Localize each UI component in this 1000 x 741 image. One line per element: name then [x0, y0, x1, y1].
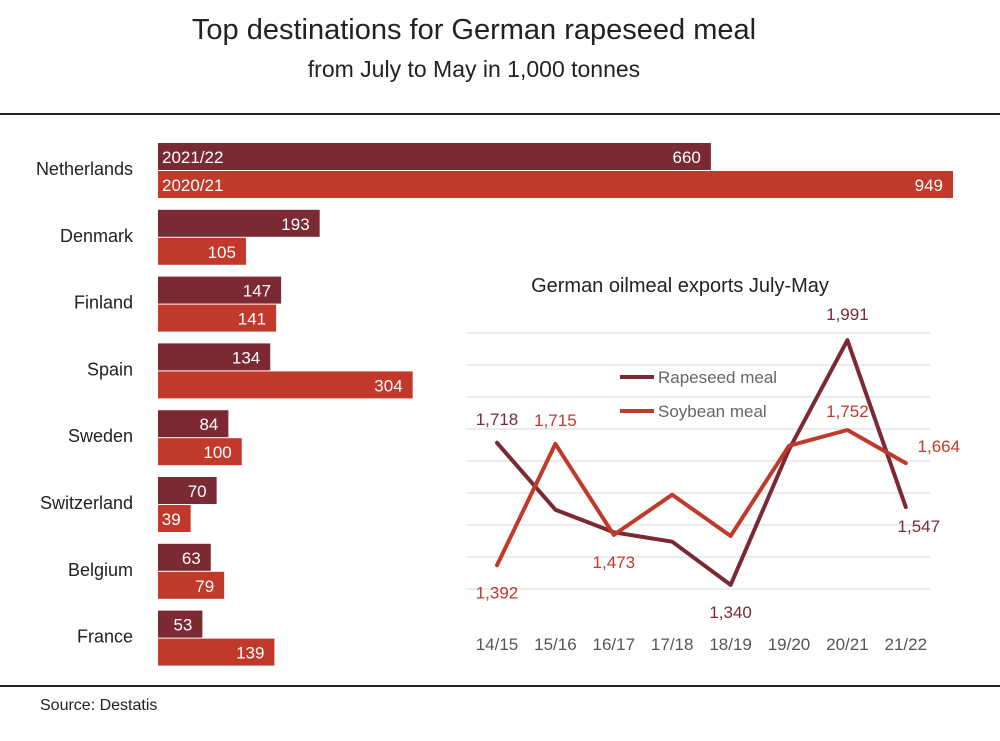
bar-value-label: 304	[374, 376, 402, 395]
data-label: 1,392	[476, 583, 519, 602]
x-tick-label: 16/17	[593, 635, 636, 654]
rapeseed-meal-line	[495, 338, 908, 587]
bar	[158, 410, 229, 438]
bottom-rule	[0, 685, 1000, 687]
bar	[158, 505, 191, 532]
data-label: 1,473	[593, 553, 636, 572]
bar-value-label: 139	[236, 644, 264, 663]
series-label: 2020/21	[162, 176, 223, 195]
category-label: Sweden	[68, 426, 133, 446]
series-label: 2021/22	[162, 148, 223, 167]
chart-title: Top destinations for German rapeseed mea…	[191, 14, 757, 46]
x-tick-label: 15/16	[534, 635, 577, 654]
bar	[158, 543, 211, 571]
data-label: 1,991	[826, 305, 869, 324]
x-tick-label: 14/15	[476, 635, 519, 654]
x-tick-label: 20/21	[826, 635, 869, 654]
bar-value-label: 39	[162, 510, 181, 529]
source-note: Source: Destatis	[40, 697, 158, 714]
bar	[158, 237, 246, 265]
data-label: 1,715	[534, 411, 577, 430]
bar	[158, 477, 217, 504]
bar	[158, 638, 275, 666]
bar	[158, 610, 203, 638]
category-label: Spain	[87, 359, 133, 379]
legend-label: Soybean meal	[658, 402, 767, 421]
bar	[158, 371, 413, 399]
line-chart-title: German oilmeal exports July-May	[531, 275, 829, 297]
category-label: France	[77, 627, 133, 647]
bar-value-label: 79	[195, 577, 214, 596]
bar	[158, 209, 320, 237]
data-label: 1,340	[709, 603, 752, 622]
data-label: 1,752	[826, 402, 869, 421]
soybean-meal-line	[495, 428, 908, 568]
category-label: Netherlands	[36, 159, 133, 179]
x-tick-label: 17/18	[651, 635, 694, 654]
chart-subtitle: from July to May in 1,000 tonnes	[307, 56, 641, 82]
category-label: Switzerland	[40, 493, 133, 513]
bar-value-label: 63	[182, 549, 201, 568]
data-label: 1,664	[918, 437, 961, 456]
x-tick-label: 18/19	[709, 635, 752, 654]
bar-value-label: 53	[173, 616, 192, 635]
bar	[158, 438, 242, 466]
bar	[158, 343, 271, 371]
bar-value-label: 84	[199, 415, 218, 434]
category-label: Denmark	[60, 226, 134, 246]
bar-value-label: 134	[232, 348, 260, 367]
bar	[158, 143, 711, 170]
bar	[158, 276, 282, 304]
category-label: Finland	[74, 293, 133, 313]
x-tick-label: 19/20	[768, 635, 811, 654]
category-label: Belgium	[68, 560, 133, 580]
bar-value-label: 100	[203, 443, 231, 462]
data-label: 1,547	[898, 517, 941, 536]
bar-value-label: 193	[281, 215, 309, 234]
x-tick-label: 21/22	[885, 635, 928, 654]
bar-value-label: 70	[188, 482, 207, 501]
bar-value-label: 660	[673, 148, 701, 167]
top-rule	[0, 113, 1000, 115]
bar	[158, 304, 277, 332]
bar	[158, 571, 225, 599]
bar-value-label: 949	[915, 176, 943, 195]
legend-label: Rapeseed meal	[658, 368, 777, 387]
data-label: 1,718	[476, 410, 519, 429]
bar-value-label: 105	[208, 243, 236, 262]
bar-value-label: 147	[243, 282, 271, 301]
bar	[158, 171, 953, 198]
bar-value-label: 141	[238, 310, 266, 329]
